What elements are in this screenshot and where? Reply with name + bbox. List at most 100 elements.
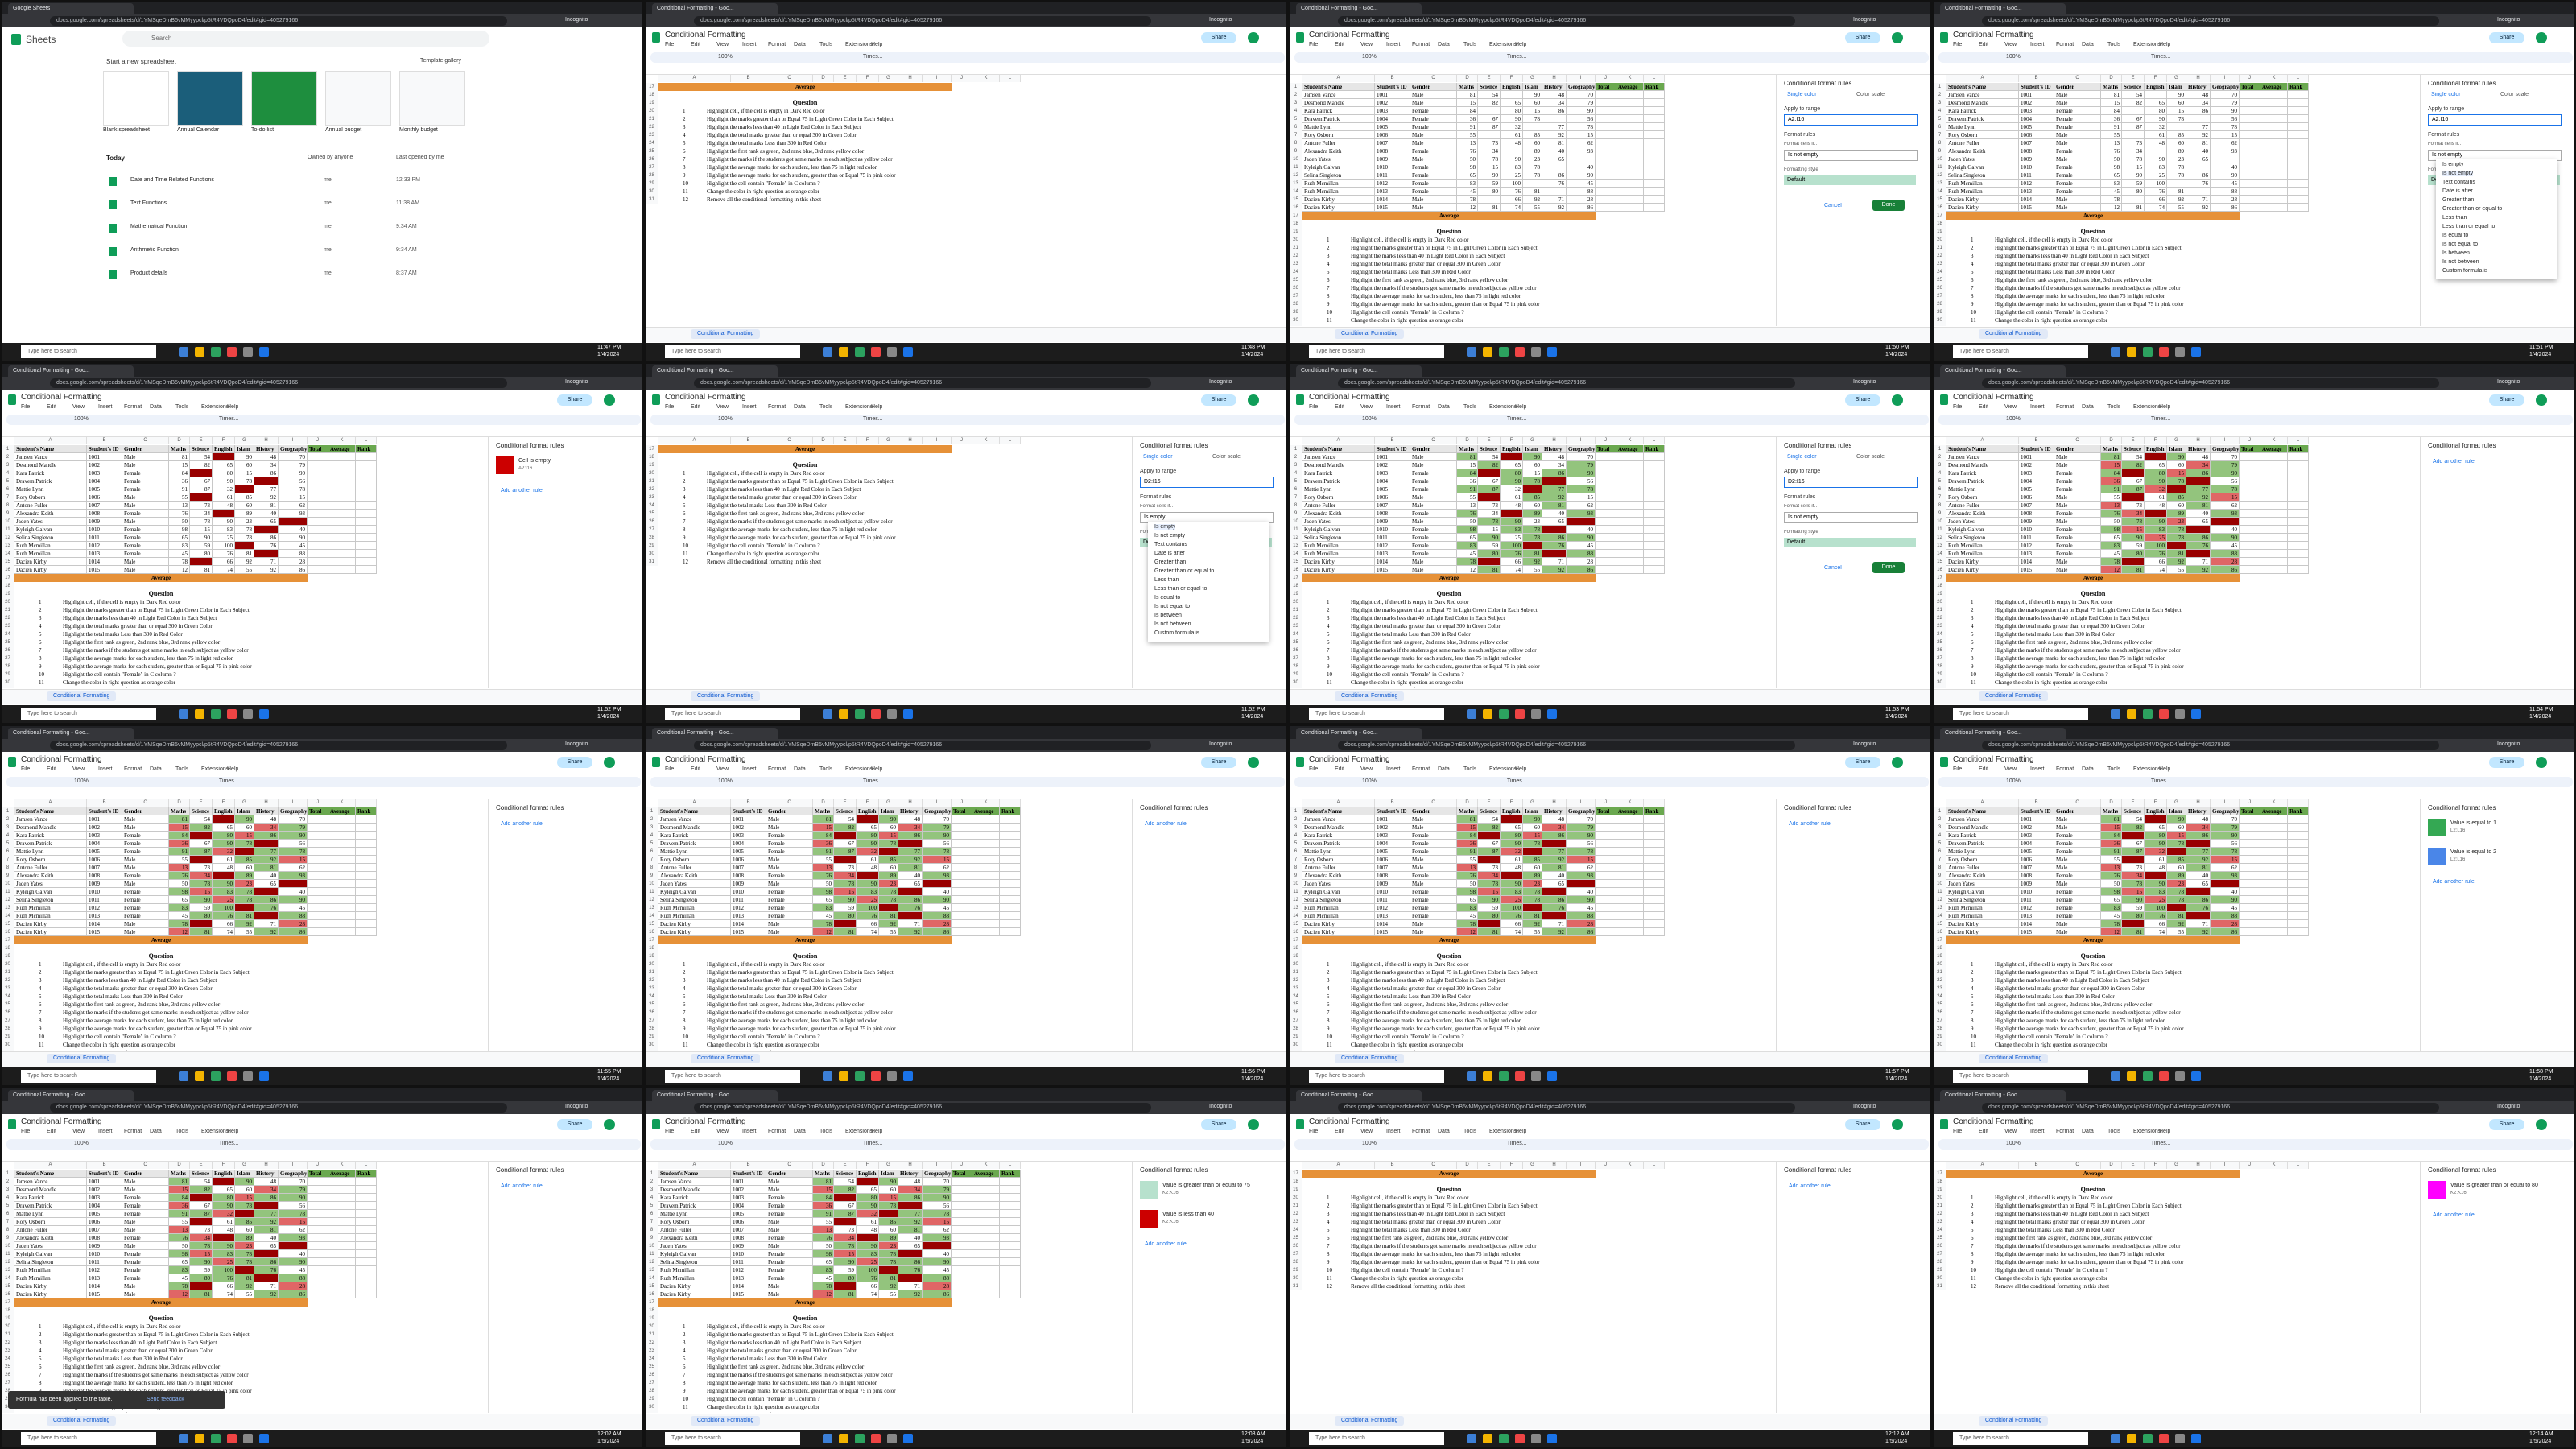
zoom[interactable]: 100% bbox=[2006, 1141, 2021, 1146]
taskbar-icon[interactable] bbox=[2159, 1071, 2169, 1081]
browser-tab[interactable]: Conditional Formatting - Goo... bbox=[652, 3, 778, 14]
doc-title[interactable]: Conditional Formatting bbox=[665, 1117, 746, 1126]
browser-tab[interactable]: Conditional Formatting - Goo... bbox=[652, 1090, 778, 1101]
browser-tab[interactable]: Conditional Formatting - Goo... bbox=[1296, 3, 1422, 14]
condition-select[interactable]: Is not empty bbox=[1784, 150, 1918, 161]
browser-tab[interactable]: Conditional Formatting - Goo... bbox=[8, 1090, 134, 1101]
taskbar-icon[interactable] bbox=[2191, 347, 2201, 357]
doc-title[interactable]: Conditional Formatting bbox=[1953, 31, 2034, 39]
menu-item[interactable]: Edit bbox=[691, 766, 700, 772]
menu-item[interactable]: Help bbox=[871, 1129, 882, 1134]
taskbar-search[interactable]: Type here to search bbox=[1309, 708, 1444, 720]
taskbar-icon[interactable] bbox=[903, 1434, 913, 1443]
taskbar-icon[interactable] bbox=[887, 1434, 897, 1443]
template-thumb[interactable] bbox=[325, 71, 391, 126]
menu-item[interactable]: Data bbox=[150, 404, 162, 410]
file-name[interactable]: Text Functions bbox=[130, 200, 167, 206]
taskbar-icon[interactable] bbox=[1483, 347, 1492, 357]
taskbar-icon[interactable] bbox=[2143, 709, 2153, 719]
sheet-tab[interactable]: Conditional Formatting bbox=[1979, 329, 2049, 339]
url[interactable]: docs.google.com/spreadsheets/d/1YMSqeDmB… bbox=[50, 16, 507, 26]
menu-item[interactable]: Edit bbox=[691, 1129, 700, 1134]
menu-item[interactable]: Tools bbox=[819, 404, 832, 410]
taskbar-icon[interactable] bbox=[243, 1434, 253, 1443]
menu-item[interactable]: Edit bbox=[1979, 404, 1988, 410]
color-scale-tab[interactable]: Color scale bbox=[1856, 92, 1885, 97]
share-button[interactable]: Share bbox=[1201, 394, 1236, 406]
menu-item[interactable]: Help bbox=[1515, 1129, 1526, 1134]
menu-item[interactable]: File bbox=[665, 766, 674, 772]
menu-item[interactable]: View bbox=[716, 404, 729, 410]
taskbar-icon[interactable] bbox=[2143, 1434, 2153, 1443]
menu-item[interactable]: Extensions bbox=[1489, 766, 1517, 772]
menu-item[interactable]: Tools bbox=[2107, 766, 2120, 772]
menu-item[interactable]: View bbox=[72, 404, 85, 410]
dropdown-option[interactable]: Custom formula is bbox=[2442, 268, 2487, 274]
rule-text[interactable]: Value is equal to 1 bbox=[2450, 820, 2563, 826]
taskbar-icon[interactable] bbox=[259, 347, 269, 357]
menu-item[interactable]: File bbox=[1309, 1129, 1318, 1134]
menu-item[interactable]: Insert bbox=[742, 42, 757, 47]
taskbar-icon[interactable] bbox=[259, 1434, 269, 1443]
taskbar-search[interactable]: Type here to search bbox=[1953, 1070, 2088, 1083]
taskbar-icon[interactable] bbox=[1515, 709, 1525, 719]
menu-item[interactable]: View bbox=[1360, 42, 1373, 47]
color-scale-tab[interactable]: Color scale bbox=[2500, 92, 2529, 97]
menu-item[interactable]: Edit bbox=[1335, 404, 1344, 410]
doc-title[interactable]: Conditional Formatting bbox=[1953, 755, 2034, 764]
menu-item[interactable]: Insert bbox=[742, 766, 757, 772]
dropdown-option[interactable]: Is not empty bbox=[2442, 171, 2474, 176]
doc-title[interactable]: Conditional Formatting bbox=[21, 1117, 102, 1126]
menu-item[interactable]: Insert bbox=[742, 1129, 757, 1134]
sheet-tab[interactable]: Conditional Formatting bbox=[1335, 329, 1405, 339]
dropdown-option[interactable]: Less than bbox=[2442, 215, 2467, 221]
dropdown-option[interactable]: Less than or equal to bbox=[2442, 224, 2495, 229]
browser-tab[interactable]: Conditional Formatting - Goo... bbox=[1940, 1090, 2066, 1101]
taskbar-icon[interactable] bbox=[195, 1434, 204, 1443]
share-button[interactable]: Share bbox=[2489, 32, 2524, 43]
template-thumb[interactable] bbox=[399, 71, 465, 126]
taskbar-icon[interactable] bbox=[2127, 1071, 2136, 1081]
zoom[interactable]: 100% bbox=[1362, 778, 1377, 784]
taskbar-icon[interactable] bbox=[1531, 709, 1541, 719]
menu-item[interactable]: Tools bbox=[2107, 404, 2120, 410]
taskbar-icon[interactable] bbox=[211, 709, 221, 719]
browser-tab[interactable]: Conditional Formatting - Goo... bbox=[1940, 3, 2066, 14]
dropdown-option[interactable]: Is not equal to bbox=[1154, 604, 1190, 609]
font-select[interactable]: Times... bbox=[863, 54, 883, 60]
taskbar-icon[interactable] bbox=[887, 347, 897, 357]
menu-item[interactable]: Extensions bbox=[201, 404, 229, 410]
single-color-tab[interactable]: Single color bbox=[1143, 454, 1173, 460]
menu-item[interactable]: Data bbox=[2082, 42, 2094, 47]
menu-item[interactable]: Format bbox=[1412, 766, 1430, 772]
menu-item[interactable]: Help bbox=[1515, 404, 1526, 410]
taskbar-search[interactable]: Type here to search bbox=[21, 708, 156, 720]
taskbar-icon[interactable] bbox=[227, 709, 237, 719]
menu-item[interactable]: Edit bbox=[47, 766, 56, 772]
taskbar-icon[interactable] bbox=[243, 709, 253, 719]
taskbar-icon[interactable] bbox=[887, 1071, 897, 1081]
add-rule[interactable]: Add another rule bbox=[2433, 1212, 2475, 1218]
taskbar-icon[interactable] bbox=[855, 1071, 865, 1081]
menu-item[interactable]: Edit bbox=[691, 404, 700, 410]
doc-title[interactable]: Conditional Formatting bbox=[1953, 393, 2034, 402]
taskbar-icon[interactable] bbox=[2127, 347, 2136, 357]
menu-item[interactable]: Format bbox=[768, 1129, 786, 1134]
sheet-tab[interactable]: Conditional Formatting bbox=[47, 1416, 117, 1426]
menu-item[interactable]: View bbox=[2004, 42, 2017, 47]
browser-tab[interactable]: Conditional Formatting - Goo... bbox=[1940, 728, 2066, 739]
doc-title[interactable]: Conditional Formatting bbox=[1953, 1117, 2034, 1126]
dropdown-option[interactable]: Greater than bbox=[1154, 559, 1186, 565]
menu-item[interactable]: Format bbox=[2056, 1129, 2074, 1134]
menu-item[interactable]: Format bbox=[1412, 404, 1430, 410]
menu-item[interactable]: Edit bbox=[1335, 1129, 1344, 1134]
add-rule[interactable]: Add another rule bbox=[2433, 459, 2475, 464]
taskbar-icon[interactable] bbox=[211, 1071, 221, 1081]
menu-item[interactable]: Tools bbox=[175, 404, 188, 410]
taskbar-icon[interactable] bbox=[211, 347, 221, 357]
menu-item[interactable]: Insert bbox=[2030, 766, 2045, 772]
browser-tab[interactable]: Conditional Formatting - Goo... bbox=[8, 365, 134, 377]
add-rule[interactable]: Add another rule bbox=[1789, 1183, 1831, 1189]
menu-item[interactable]: Format bbox=[124, 1129, 142, 1134]
dropdown-option[interactable]: Is not between bbox=[1154, 621, 1191, 627]
